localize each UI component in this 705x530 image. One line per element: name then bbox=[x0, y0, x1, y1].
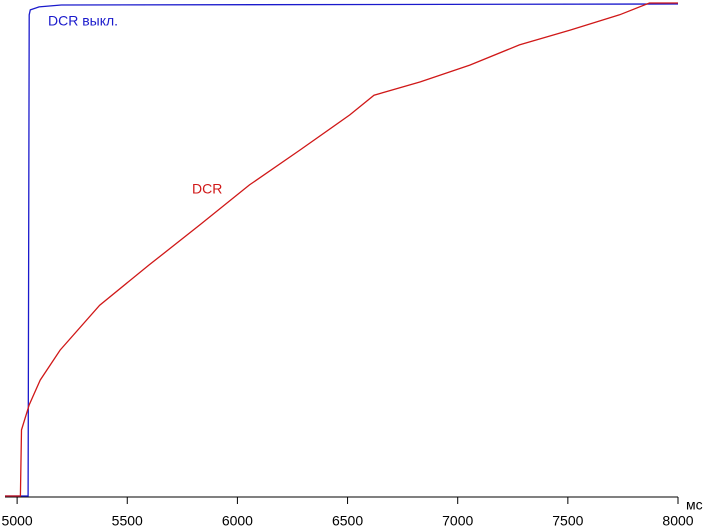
series-line bbox=[5, 3, 679, 497]
x-tick-label: 6500 bbox=[332, 513, 363, 529]
x-unit: мс bbox=[686, 497, 703, 513]
series-label: DCR выкл. bbox=[48, 13, 118, 29]
x-tick-label: 8000 bbox=[662, 513, 693, 529]
x-tick-label: 7000 bbox=[442, 513, 473, 529]
x-tick-label: 6000 bbox=[222, 513, 253, 529]
series-line bbox=[5, 2, 678, 497]
x-tick-label: 7500 bbox=[552, 513, 583, 529]
x-tick-label: 5000 bbox=[2, 513, 33, 529]
series-label: DCR bbox=[192, 181, 222, 197]
x-tick-label: 5500 bbox=[112, 513, 143, 529]
